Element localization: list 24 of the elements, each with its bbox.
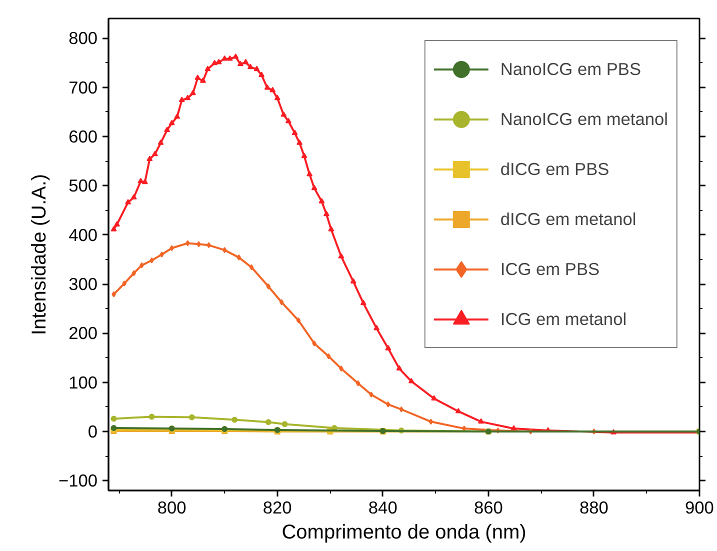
x-tick-label: 880 <box>580 498 608 518</box>
x-axis-title: Comprimento de onda (nm) <box>282 522 526 544</box>
legend-label: NanoICG em PBS <box>500 58 642 80</box>
y-tick-label: 200 <box>68 323 98 344</box>
legend-label: ICG em metanol <box>500 308 627 330</box>
y-tick-label: 0 <box>88 422 98 442</box>
legend-label: ICG em PBS <box>500 258 600 280</box>
y-tick-label: 700 <box>68 77 98 98</box>
y-tick-label: −100 <box>58 470 98 491</box>
legend-label: dICG em PBS <box>500 158 610 180</box>
legend-label: NanoICG em metanol <box>500 108 668 130</box>
y-axis-title: Intensidade (U.A.) <box>28 174 50 336</box>
y-tick-label: 800 <box>68 28 98 48</box>
x-tick-label: 800 <box>157 498 186 518</box>
y-tick-label: 500 <box>68 176 98 196</box>
y-tick-label: 300 <box>68 274 98 294</box>
y-tick-label: 600 <box>68 126 98 146</box>
x-tick-label: 820 <box>262 498 292 518</box>
y-tick-label: 100 <box>68 372 98 392</box>
x-tick-label: 900 <box>685 498 714 518</box>
legend-label: dICG em metanol <box>500 208 636 230</box>
x-tick-label: 860 <box>474 498 503 518</box>
x-tick-label: 840 <box>368 498 398 518</box>
y-tick-label: 400 <box>68 224 98 245</box>
